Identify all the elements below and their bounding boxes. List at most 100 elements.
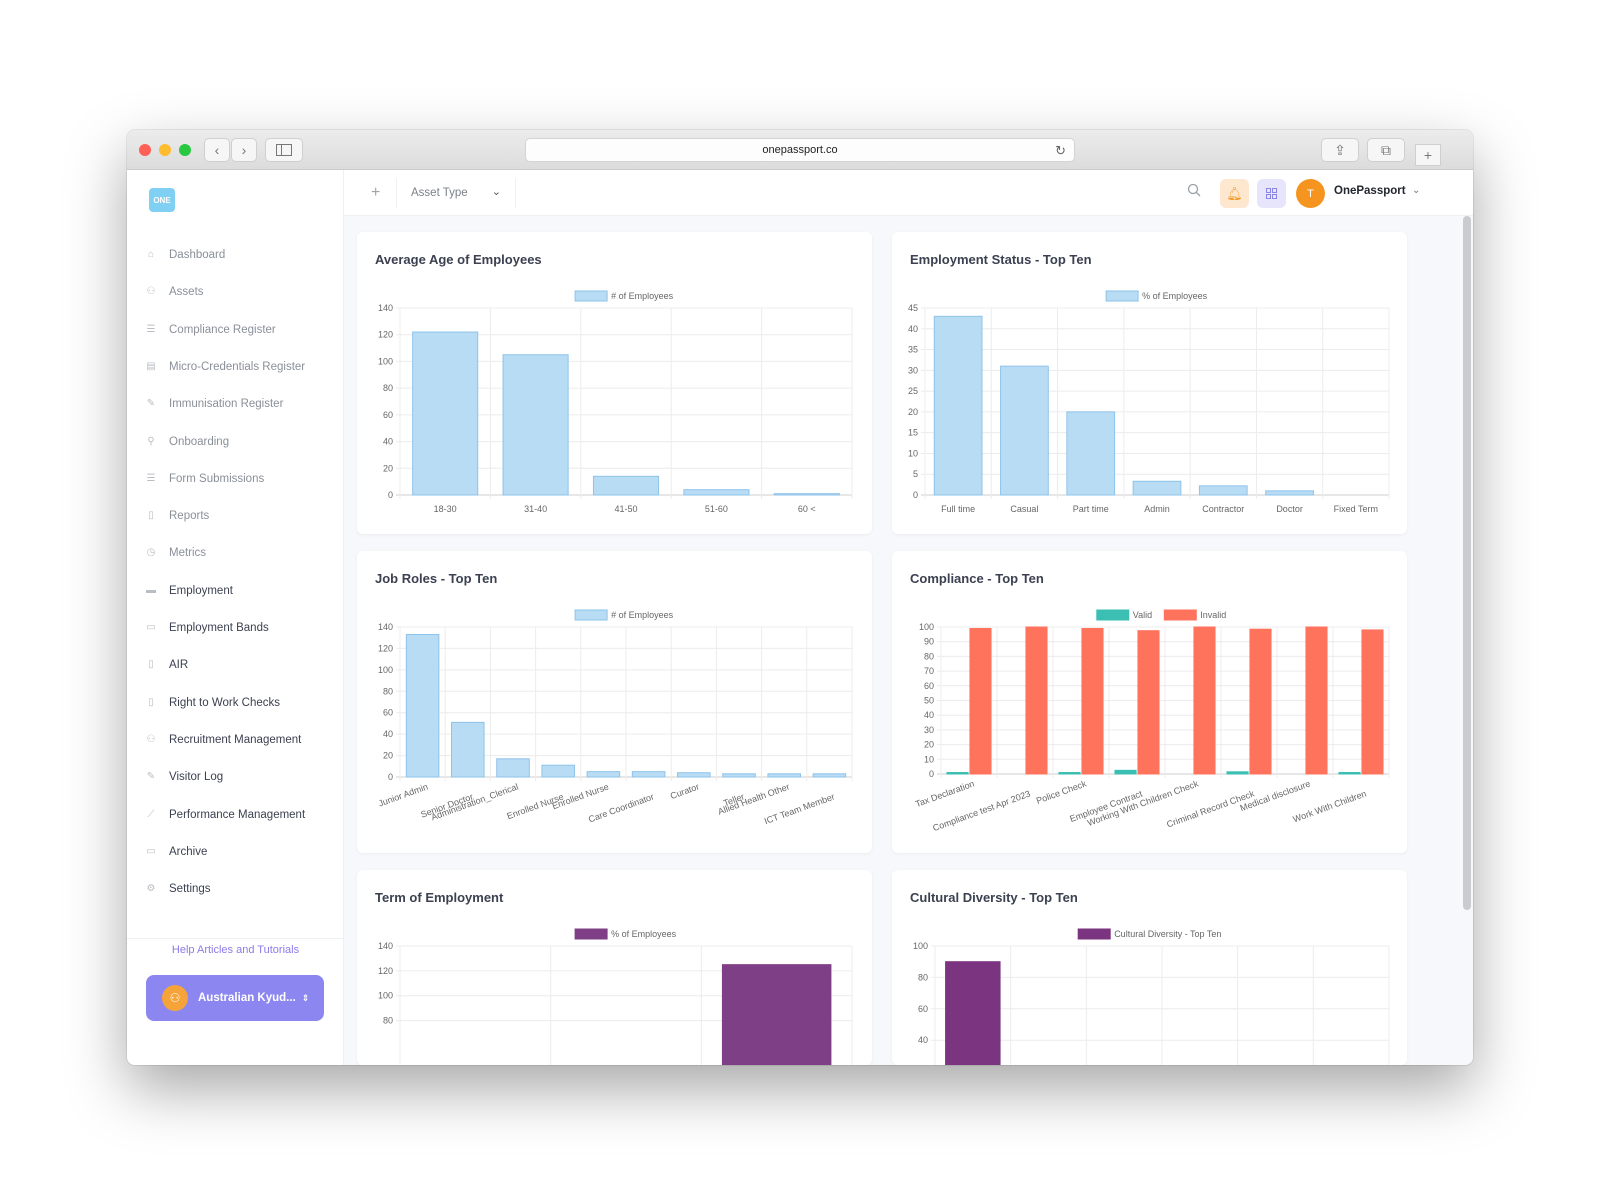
bar-of-employees-7[interactable]	[722, 773, 756, 778]
url-text: onepassport.co	[762, 144, 838, 156]
minimize-window-button[interactable]	[159, 144, 171, 156]
search-icon[interactable]	[1187, 183, 1201, 200]
sidebar-item-archive[interactable]: ▭ Archive	[145, 841, 207, 863]
bar-of-employees-3[interactable]	[541, 764, 575, 778]
help-articles-link[interactable]: Help Articles and Tutorials	[171, 944, 300, 956]
sidebar-item-right-to-work-checks[interactable]: ▯ Right to Work Checks	[145, 692, 280, 714]
user-avatar[interactable]: T	[1296, 179, 1325, 208]
sidebar-item-settings[interactable]: ⚙ Settings	[145, 878, 211, 900]
bar-of-employees-1[interactable]	[502, 354, 569, 496]
y-tick-label: 100	[913, 941, 928, 951]
sidebar-item-compliance-register[interactable]: ☰ Compliance Register	[145, 319, 276, 341]
bar-invalid-0[interactable]	[969, 627, 992, 775]
sidebar-item-immunisation-register[interactable]: ✎ Immunisation Register	[145, 393, 284, 415]
chart-card-term-of-employment: Term of Employment 80 100 120 140 % of Employ…	[357, 870, 872, 1065]
app-logo[interactable]: ONE	[149, 188, 175, 212]
bar-of-employees-4[interactable]	[586, 771, 621, 778]
bar-invalid-3[interactable]	[1137, 630, 1160, 775]
page-scrollbar[interactable]	[1463, 216, 1471, 910]
bar-of-employees-2[interactable]	[496, 758, 530, 778]
sidebar-item-micro-credentials-register[interactable]: ▤ Micro-Credentials Register	[145, 356, 305, 378]
back-button[interactable]: ‹	[204, 138, 230, 162]
sidebar-item-employment-bands[interactable]: ▭ Employment Bands	[145, 617, 268, 639]
bar-valid-5[interactable]	[1226, 771, 1249, 775]
bar-of-employees-0[interactable]	[933, 315, 983, 496]
sidebar-toggle-button[interactable]	[265, 138, 303, 162]
bar-of-employees-2[interactable]	[721, 964, 832, 1065]
sidebar-item-employment[interactable]: ▬ Employment	[145, 580, 233, 602]
bar-invalid-7[interactable]	[1361, 629, 1384, 775]
x-tick-label: Part time	[1073, 504, 1109, 514]
bar-invalid-5[interactable]	[1249, 628, 1272, 775]
bar-of-employees-3[interactable]	[1132, 480, 1182, 496]
bar-of-employees-5[interactable]	[1265, 490, 1314, 496]
bar-of-employees-9[interactable]	[812, 773, 847, 778]
sidebar-item-label: Form Submissions	[169, 472, 265, 485]
legend-item-cultural-diversity-top-ten[interactable]: Cultural Diversity - Top Ten	[1077, 928, 1221, 940]
bar-valid-2[interactable]	[1058, 772, 1081, 775]
bar-of-employees-0[interactable]	[405, 634, 440, 778]
briefcase-icon: ▬	[146, 584, 156, 596]
sidebar-item-performance-management[interactable]: ⟋ Performance Management	[145, 804, 306, 826]
bar-cultural-diversity-top-ten-0[interactable]	[945, 961, 1001, 1065]
tabs-overview-button[interactable]: ⧉	[1367, 138, 1405, 162]
address-bar[interactable]: onepassport.co ↻	[525, 138, 1075, 162]
bar-of-employees-5[interactable]	[631, 771, 666, 778]
sidebar-item-metrics[interactable]: ◷ Metrics	[145, 542, 206, 564]
card-title: Term of Employment	[375, 890, 504, 905]
bar-of-employees-2[interactable]	[1066, 411, 1116, 496]
bar-valid-7[interactable]	[1338, 772, 1361, 775]
bar-of-employees-8[interactable]	[767, 773, 801, 778]
sidebar-item-reports[interactable]: ▯ Reports	[145, 505, 209, 527]
close-window-button[interactable]	[139, 144, 151, 156]
bar-of-employees-2[interactable]	[592, 475, 660, 496]
sidebar-item-dashboard[interactable]: ⌂ Dashboard	[145, 244, 225, 266]
bar-of-employees-1[interactable]	[451, 721, 485, 778]
bar-invalid-2[interactable]	[1081, 627, 1104, 775]
x-tick-label: Curator	[669, 781, 701, 801]
asset-type-select[interactable]: Asset Type ⌄	[396, 178, 516, 208]
new-tab-button[interactable]: +	[1415, 144, 1441, 166]
bar-invalid-4[interactable]	[1193, 626, 1216, 775]
sidebar-item-recruitment-management[interactable]: ⚇ Recruitment Management	[145, 729, 302, 751]
legend-item-of-employees[interactable]: # of Employees	[574, 290, 674, 302]
organisation-switcher-button[interactable]: ⚇ Australian Kyud... ⇕	[146, 975, 324, 1021]
notifications-button[interactable]: 🔔︎	[1220, 179, 1249, 208]
bar-valid-0[interactable]	[946, 772, 969, 775]
forward-button[interactable]: ›	[231, 138, 257, 162]
share-button[interactable]: ⇪	[1321, 138, 1359, 162]
sidebar-item-visitor-log[interactable]: ✎ Visitor Log	[145, 766, 223, 788]
legend-label: # of Employees	[611, 291, 674, 301]
y-tick-label: 80	[924, 651, 934, 661]
chart: 40 60 80 100 Cultural Diversity - Top Ten	[913, 928, 1390, 1065]
bar-invalid-6[interactable]	[1305, 626, 1328, 775]
legend-label: % of Employees	[1142, 291, 1208, 301]
apps-grid-button[interactable]	[1257, 179, 1286, 208]
legend-item-of-employees[interactable]: % of Employees	[1105, 290, 1208, 302]
bar-of-employees-3[interactable]	[683, 489, 750, 496]
bar-valid-3[interactable]	[1114, 769, 1137, 775]
sidebar-item-onboarding[interactable]: ⚲ Onboarding	[145, 431, 229, 453]
user-name[interactable]: OnePassport	[1334, 185, 1406, 197]
bar-of-employees-0[interactable]	[412, 331, 479, 496]
share-icon: ⇪	[1334, 141, 1346, 158]
bar-invalid-1[interactable]	[1025, 626, 1048, 775]
sidebar-item-form-submissions[interactable]: ☰ Form Submissions	[145, 468, 265, 490]
reload-icon[interactable]: ↻	[1055, 143, 1066, 158]
bar-of-employees-6[interactable]	[677, 772, 711, 778]
bar-of-employees-4[interactable]	[773, 493, 840, 496]
y-tick-label: 30	[924, 725, 934, 735]
add-button[interactable]: +	[371, 184, 381, 201]
bar-of-employees-1[interactable]	[1000, 365, 1049, 496]
bar-of-employees-4[interactable]	[1198, 485, 1248, 496]
legend-item-of-employees[interactable]: # of Employees	[574, 609, 674, 621]
legend-item-valid[interactable]: Valid	[1096, 609, 1152, 621]
legend-item-of-employees[interactable]: % of Employees	[574, 928, 677, 940]
gear-icon: ⚙	[146, 883, 156, 895]
maximize-window-button[interactable]	[179, 144, 191, 156]
chevron-down-icon[interactable]: ⌄	[1412, 185, 1421, 196]
sidebar-item-air[interactable]: ▯ AIR	[145, 654, 188, 676]
legend-label: % of Employees	[611, 929, 677, 939]
legend-item-invalid[interactable]: Invalid	[1163, 609, 1226, 621]
sidebar-item-assets[interactable]: ⚇ Assets	[145, 281, 204, 303]
